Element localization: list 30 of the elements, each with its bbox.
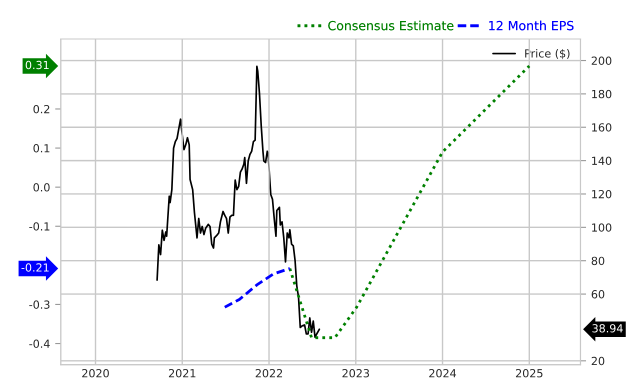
y2-tick-label: 160 — [592, 123, 612, 132]
legend-label: 12 Month EPS — [489, 20, 574, 30]
legend-label: Consensus Estimate — [328, 20, 454, 30]
x-tick-label: 2021 — [168, 369, 196, 378]
text: 38.94 — [592, 324, 623, 333]
line-series — [156, 66, 320, 338]
y2-tick-label: 80 — [592, 256, 604, 266]
y-tick-label: 0.1 — [33, 144, 50, 152]
x-tick-label: 2023 — [342, 369, 370, 378]
y2-tick-label: 180 — [592, 90, 612, 98]
y-tick-label: -0.3 — [29, 300, 50, 309]
line-series — [288, 64, 531, 340]
y2-tick-label: 100 — [592, 223, 612, 232]
y-tick-label: 0.2 — [33, 104, 50, 114]
x-tick-label: 2025 — [516, 369, 542, 378]
text: -0.21 — [21, 263, 49, 272]
y2-tick-label: 200 — [592, 56, 612, 65]
legend-label: Price ($) — [525, 49, 570, 60]
x-tick-label: 2020 — [82, 369, 109, 378]
x-tick-label: 2024 — [429, 369, 456, 378]
x-tick-label: 2022 — [256, 369, 282, 378]
y-tick-label: -0.1 — [29, 222, 50, 231]
y2-tick-label: 60 — [592, 290, 604, 298]
y-tick-label: -0.4 — [29, 340, 50, 348]
line-series — [223, 267, 292, 309]
text: 0.31 — [26, 60, 49, 70]
y2-tick-label: 140 — [592, 156, 612, 165]
y-tick-label: 0.0 — [33, 183, 50, 192]
y2-tick-label: 120 — [592, 190, 612, 198]
y2-tick-label: 20 — [592, 356, 604, 366]
